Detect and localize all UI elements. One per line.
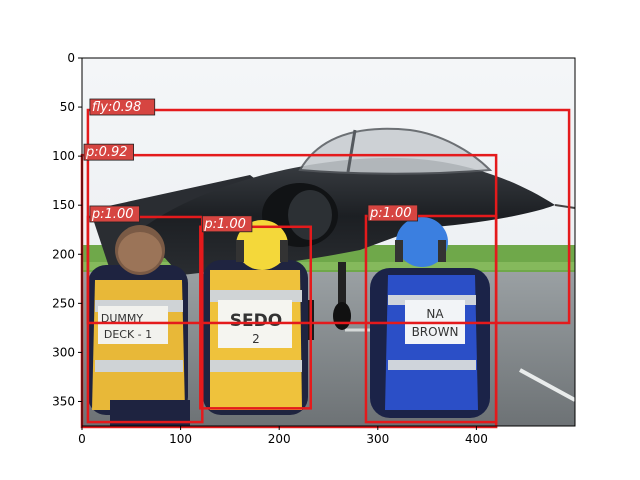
x-axis: 0 100 200 300 400 bbox=[78, 426, 488, 446]
y-tick-label: 350 bbox=[52, 394, 75, 408]
detection-label-bg bbox=[83, 143, 134, 161]
x-tick-label: 100 bbox=[169, 432, 192, 446]
detection-label: p:1.00 bbox=[91, 207, 134, 222]
detection-label: p:1.00 bbox=[369, 206, 412, 221]
detection-label-bg bbox=[89, 205, 140, 223]
vest-text-right-2: BROWN bbox=[412, 325, 459, 339]
detection-box bbox=[86, 215, 204, 424]
axes-frame bbox=[81, 57, 576, 427]
x-tick-label: 200 bbox=[268, 432, 291, 446]
detection-label-bg bbox=[367, 204, 418, 222]
x-tick-label: 400 bbox=[465, 432, 488, 446]
y-tick-label: 250 bbox=[52, 296, 75, 310]
vest-text-right-1: NA bbox=[426, 307, 444, 321]
detection-label: fly:0.98 bbox=[92, 100, 141, 115]
detection-box bbox=[199, 225, 313, 410]
y-tick-label: 300 bbox=[52, 345, 75, 359]
x-tick-label: 0 bbox=[78, 432, 86, 446]
x-tick-label: 300 bbox=[366, 432, 389, 446]
vest-text-middle-2: 2 bbox=[252, 332, 260, 346]
y-tick-label: 50 bbox=[60, 100, 75, 114]
y-axis: 0 50 100 150 200 250 300 350 bbox=[52, 51, 82, 408]
y-tick-label: 100 bbox=[52, 149, 75, 163]
detection-label: p:0.92 bbox=[85, 145, 128, 160]
y-tick-label: 0 bbox=[67, 51, 75, 65]
vest-text-middle-1: SEDO bbox=[230, 311, 282, 331]
detection-label: p:1.00 bbox=[203, 217, 246, 232]
detection-label-bg bbox=[89, 98, 156, 116]
detection-label-bg bbox=[201, 215, 253, 233]
y-tick-label: 150 bbox=[52, 198, 75, 212]
crew-member-right: NA BROWN bbox=[370, 217, 490, 418]
photo: DUMMY DECK - 1 SEDO 2 NA B bbox=[82, 58, 575, 426]
y-tick-label: 200 bbox=[52, 247, 75, 261]
vest-text-left-2: DECK - 1 bbox=[104, 328, 152, 341]
crew-member-middle: SEDO 2 bbox=[203, 220, 308, 415]
detection-box bbox=[364, 214, 498, 424]
